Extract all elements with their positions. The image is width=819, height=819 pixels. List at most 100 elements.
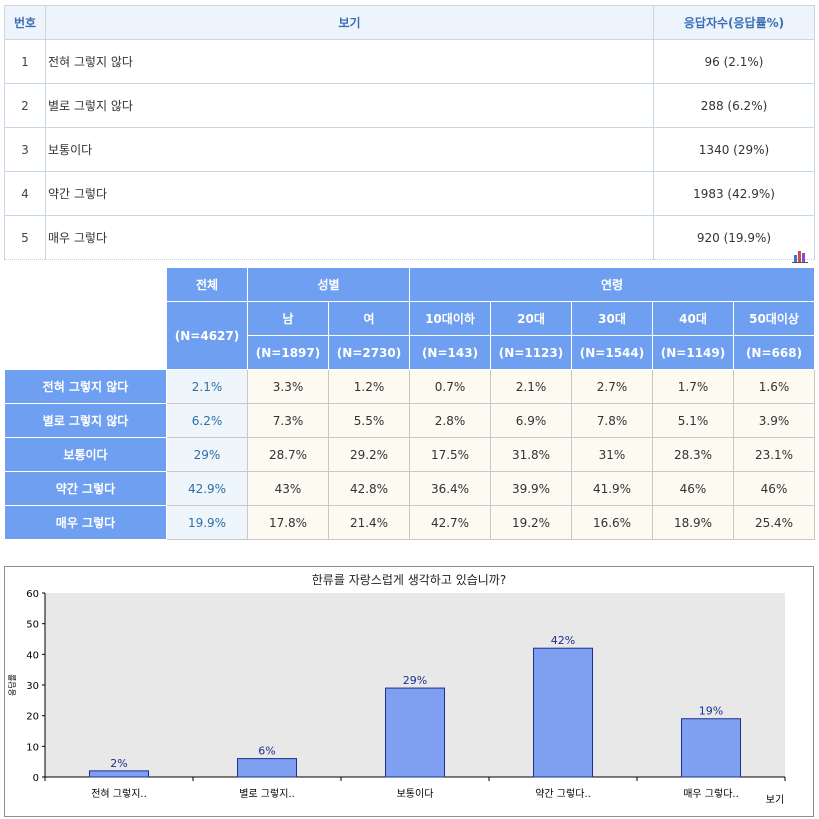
bar-chart: 한류를 자랑스럽게 생각하고 있습니까? 0 10 20 30 40 50 60 응답률 2% 전혀… [7, 573, 786, 806]
crosstab-row-label: 전혀 그렇지 않다 [4, 369, 167, 404]
x-tick-label: 전혀 그렇지.. [91, 787, 147, 800]
crosstab-n-value: (N=2730) [328, 335, 410, 370]
x-tick-label: 보통이다 [397, 788, 434, 800]
crosstab-n-value: (N=1149) [652, 335, 734, 370]
crosstab-cell: 46% [652, 471, 734, 506]
header-option: 보기 [45, 5, 654, 40]
row-respondents: 96 (2.1%) [653, 39, 815, 84]
bar [533, 647, 593, 778]
crosstab-subheader: 여 [328, 301, 410, 336]
crosstab-cell: 28.7% [247, 437, 329, 472]
row-respondents: 920 (19.9%) [653, 215, 815, 260]
row-number: 1 [4, 39, 46, 84]
crosstab-cell: 17.8% [247, 505, 329, 540]
crosstab-cell: 16.6% [571, 505, 653, 540]
row-number: 5 [4, 215, 46, 260]
crosstab-cell: 3.3% [247, 369, 329, 404]
crosstab-cell: 42.8% [328, 471, 410, 506]
crosstab-cell: 18.9% [652, 505, 734, 540]
table-row: 3 보통이다 1340 (29%) [4, 127, 815, 172]
crosstab-cell: 2.1% [490, 369, 572, 404]
row-number: 3 [4, 127, 46, 172]
crosstab-cell: 41.9% [571, 471, 653, 506]
y-tick-label: 30 [26, 681, 39, 692]
crosstab-cell: 0.7% [409, 369, 491, 404]
crosstab-subheader: 30대 [571, 301, 653, 336]
header-number: 번호 [4, 5, 46, 40]
row-number: 4 [4, 171, 46, 216]
table-row: 4 약간 그렇다 1983 (42.9%) [4, 171, 815, 216]
crosstab-cell: 39.9% [490, 471, 572, 506]
row-option-label: 별로 그렇지 않다 [45, 83, 654, 128]
crosstab-row: 전혀 그렇지 않다 2.1% 3.3% 1.2% 0.7% 2.1% 2.7% 1.7% 1.6… [4, 369, 816, 404]
crosstab-total-cell: 6.2% [166, 403, 248, 438]
crosstab-cell: 31% [571, 437, 653, 472]
crosstab-cell: 1.2% [328, 369, 410, 404]
crosstab-group-header-row: 전체 성별 연령 [4, 267, 816, 370]
crosstab-subheader: 10대이하 [409, 301, 491, 336]
crosstab-cell: 43% [247, 471, 329, 506]
bar [237, 758, 297, 778]
crosstab-n-row: (N=1897) (N=2730) (N=143) (N=1123) (N=1544)(… [5, 335, 816, 370]
crosstab-cell: 2.8% [409, 403, 491, 438]
table-row: 1 전혀 그렇지 않다 96 (2.1%) [4, 39, 815, 84]
bar-data-label: 2% [110, 757, 127, 770]
crosstab-total-cell: 19.9% [166, 505, 248, 540]
crosstab-row-label: 별로 그렇지 않다 [4, 403, 167, 438]
crosstab-cell: 17.5% [409, 437, 491, 472]
y-axis-label: 응답률 [7, 674, 17, 696]
y-tick-label: 50 [26, 620, 39, 631]
crosstab-cell: 3.9% [732, 403, 816, 438]
crosstab-cell: 46% [732, 471, 816, 506]
row-respondents: 1983 (42.9%) [653, 171, 815, 216]
crosstab-row-label: 보통이다 [4, 437, 167, 472]
bar [89, 770, 149, 778]
crosstab-corner [4, 267, 167, 370]
crosstab-total-cell: 2.1% [166, 369, 248, 404]
crosstab-row-label: 약간 그렇다 [4, 471, 167, 506]
x-tick-label: 매우 그렇다.. [683, 787, 739, 800]
header-respondents: 응답자수(응답률%) [653, 5, 815, 40]
bar-data-label: 29% [403, 674, 427, 687]
row-respondents: 1340 (29%) [653, 127, 815, 172]
crosstab-cell: 5.1% [652, 403, 734, 438]
table-row: 2 별로 그렇지 않다 288 (6.2%) [4, 83, 815, 128]
response-table-body: 1 전혀 그렇지 않다 96 (2.1%) 2 별로 그렇지 않다 288 (6.2%) 3… [4, 39, 815, 260]
row-respondents: 288 (6.2%) [653, 83, 815, 128]
chart-panel: 한류를 자랑스럽게 생각하고 있습니까? 0 10 20 30 40 50 60 응답률 2% 전혀… [4, 566, 814, 817]
bar-data-label: 19% [699, 705, 723, 718]
crosstab-n-value: (N=1544) [571, 335, 653, 370]
crosstab-subheader: 20대 [490, 301, 572, 336]
x-tick-label: 약간 그렇다.. [535, 787, 591, 800]
crosstab-cell: 2.7% [571, 369, 653, 404]
row-option-label: 매우 그렇다 [45, 215, 654, 260]
crosstab-n-value: (N=1123) [490, 335, 572, 370]
row-option-label: 약간 그렇다 [45, 171, 654, 216]
crosstab-cell: 5.5% [328, 403, 410, 438]
crosstab-table: 전체 성별 연령 (N=4627) 남 여 10대이하 20대 30대 40대 50대이상 … [4, 267, 816, 540]
crosstab-row: 약간 그렇다 42.9% 43% 42.8% 36.4% 39.9% 41.9% 46% 46% [4, 471, 816, 506]
crosstab-cell: 28.3% [652, 437, 734, 472]
crosstab-cell: 1.6% [732, 369, 816, 404]
bar-chart-icon[interactable] [792, 249, 808, 263]
bar [681, 718, 741, 778]
response-table: 번호 보기 응답자수(응답률%) 1 전혀 그렇지 않다 96 (2.1%) 2 별로 … [4, 5, 815, 260]
crosstab-n-value: (N=143) [409, 335, 491, 370]
crosstab-header-total: 전체 [166, 267, 248, 302]
crosstab-row-label: 매우 그렇다 [4, 505, 167, 540]
crosstab-body: 전체 성별 연령 (N=4627) 남 여 10대이하 20대 30대 40대 50대이상 … [4, 267, 816, 540]
y-tick-label: 10 [26, 742, 39, 753]
crosstab-cell: 25.4% [732, 505, 816, 540]
crosstab-header-age: 연령 [408, 267, 816, 302]
crosstab-total-cell: 42.9% [166, 471, 248, 506]
bar-data-label: 6% [258, 745, 275, 758]
crosstab-row: 매우 그렇다 19.9% 17.8% 21.4% 42.7% 19.2% 16.6% 18.9… [4, 505, 816, 540]
crosstab-subheader-row: (N=4627) 남 여 10대이하 20대 30대 40대 50대이상 [5, 301, 816, 370]
crosstab-cell: 42.7% [409, 505, 491, 540]
crosstab-cell: 31.8% [490, 437, 572, 472]
row-option-label: 전혀 그렇지 않다 [45, 39, 654, 84]
x-tick-label: 별로 그렇지.. [239, 787, 295, 800]
crosstab-header-gender: 성별 [247, 267, 410, 302]
crosstab-n-value: (N=668) [732, 335, 816, 370]
crosstab-row: 별로 그렇지 않다 6.2% 7.3% 5.5% 2.8% 6.9% 7.8% 5.1% 3.9… [4, 403, 816, 438]
